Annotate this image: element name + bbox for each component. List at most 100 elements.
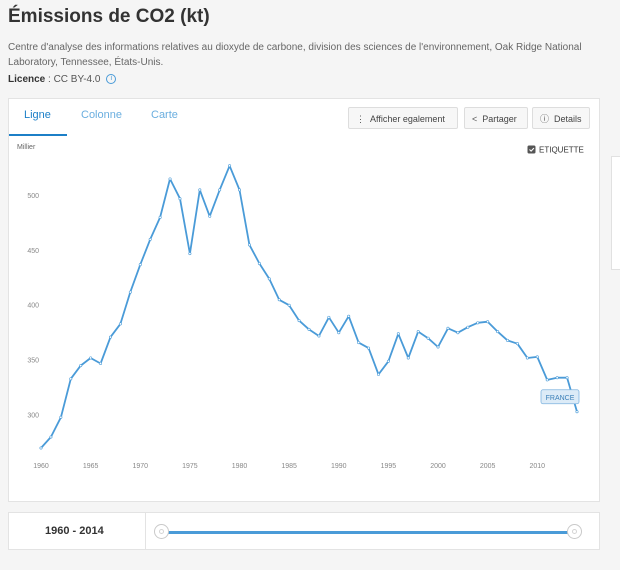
page-title: Émissions de CO2 (kt) bbox=[8, 6, 210, 27]
data-point bbox=[138, 263, 142, 267]
data-point bbox=[198, 188, 202, 192]
x-tick-label: 1985 bbox=[281, 463, 297, 470]
data-point bbox=[128, 290, 132, 294]
data-point bbox=[277, 298, 281, 302]
x-tick-label: 2000 bbox=[430, 463, 446, 470]
y-axis-label: Millier bbox=[17, 144, 36, 151]
data-point bbox=[188, 252, 192, 256]
year-range-label: 1960 - 2014 bbox=[45, 525, 104, 537]
data-point bbox=[228, 164, 232, 168]
data-point bbox=[565, 376, 569, 380]
afficher-label: Afficher egalement bbox=[370, 114, 445, 124]
data-point bbox=[297, 319, 301, 323]
y-tick-label: 400 bbox=[27, 303, 39, 310]
data-point bbox=[89, 356, 93, 360]
active-tab-indicator bbox=[9, 134, 67, 136]
tab-carte[interactable]: Carte bbox=[151, 109, 178, 121]
data-point bbox=[69, 377, 73, 381]
data-point bbox=[555, 376, 559, 380]
data-point bbox=[118, 322, 122, 326]
data-point bbox=[257, 262, 261, 266]
data-point bbox=[376, 372, 380, 376]
data-point bbox=[158, 215, 162, 219]
series-line bbox=[40, 164, 578, 449]
chart-type-tabs: Ligne Colonne Carte bbox=[9, 99, 339, 137]
year-slider-track[interactable] bbox=[161, 531, 579, 534]
data-point bbox=[208, 214, 212, 218]
share-button[interactable]: < Partager bbox=[464, 107, 528, 129]
data-point bbox=[218, 188, 222, 192]
year-range-bar: 1960 - 2014 bbox=[8, 512, 600, 550]
etiquette-label: ETIQUETTE bbox=[539, 146, 584, 155]
data-point bbox=[267, 277, 271, 281]
x-tick-label: 1970 bbox=[132, 463, 148, 470]
data-point bbox=[49, 435, 53, 439]
data-point bbox=[39, 446, 43, 450]
data-point bbox=[148, 237, 152, 241]
data-point bbox=[456, 331, 460, 335]
tab-colonne[interactable]: Colonne bbox=[81, 109, 122, 121]
more-vertical-icon: ⋮ bbox=[356, 114, 365, 124]
data-point bbox=[79, 364, 83, 368]
data-point bbox=[506, 338, 510, 342]
data-point bbox=[525, 356, 529, 360]
share-label: Partager bbox=[482, 114, 517, 124]
y-tick-label: 500 bbox=[27, 193, 39, 200]
tab-ligne[interactable]: Ligne bbox=[24, 109, 51, 121]
range-separator: - bbox=[69, 525, 80, 537]
y-tick-label: 300 bbox=[27, 413, 39, 420]
slider-start-handle[interactable] bbox=[154, 524, 169, 539]
footer-divider bbox=[145, 513, 146, 549]
etiquette-checkbox[interactable] bbox=[527, 145, 536, 154]
y-tick-label: 350 bbox=[27, 358, 39, 365]
details-button[interactable]: ⓘ Details bbox=[532, 107, 590, 129]
data-point bbox=[496, 330, 500, 334]
info-icon[interactable]: i bbox=[106, 74, 117, 85]
data-point bbox=[416, 330, 420, 334]
data-point bbox=[238, 188, 242, 192]
afficher-egalement-button[interactable]: ⋮ Afficher egalement bbox=[348, 107, 458, 129]
data-point bbox=[337, 331, 341, 335]
data-point bbox=[108, 335, 112, 339]
licence-value: : CC BY-4.0 bbox=[48, 74, 101, 85]
data-point bbox=[357, 341, 361, 345]
data-point bbox=[575, 410, 579, 414]
x-tick-label: 1995 bbox=[381, 463, 397, 470]
slider-end-handle[interactable] bbox=[567, 524, 582, 539]
data-point bbox=[307, 327, 311, 331]
data-point bbox=[247, 243, 251, 247]
share-icon: < bbox=[472, 114, 478, 124]
details-label: Details bbox=[554, 114, 582, 124]
data-point bbox=[446, 326, 450, 330]
range-start: 1960 bbox=[45, 525, 70, 537]
x-tick-label: 1960 bbox=[33, 463, 49, 470]
data-point bbox=[515, 342, 519, 346]
data-point bbox=[386, 359, 390, 363]
data-point bbox=[476, 321, 480, 325]
x-tick-label: 1980 bbox=[232, 463, 248, 470]
data-point bbox=[287, 303, 291, 307]
check-icon bbox=[529, 147, 535, 152]
chart-card: Ligne Colonne Carte ⋮ Afficher egalement … bbox=[8, 98, 600, 502]
data-point bbox=[426, 336, 430, 340]
range-end: 2014 bbox=[79, 525, 104, 537]
data-point bbox=[396, 332, 400, 336]
licence-line: Licence : CC BY-4.0 i bbox=[8, 74, 117, 85]
x-tick-label: 2010 bbox=[530, 463, 546, 470]
source-description: Centre d'analyse des informations relati… bbox=[8, 42, 582, 68]
data-point bbox=[436, 345, 440, 349]
data-point bbox=[59, 415, 63, 419]
data-point bbox=[367, 346, 371, 350]
x-tick-label: 1990 bbox=[331, 463, 347, 470]
x-tick-label: 1975 bbox=[182, 463, 198, 470]
y-tick-label: 450 bbox=[27, 248, 39, 255]
data-point bbox=[545, 378, 549, 382]
data-point bbox=[466, 325, 470, 329]
x-tick-label: 1965 bbox=[83, 463, 99, 470]
data-point bbox=[486, 320, 490, 324]
side-panel-edge bbox=[611, 156, 620, 270]
data-point bbox=[535, 355, 539, 359]
data-point bbox=[406, 356, 410, 360]
x-tick-label: 2005 bbox=[480, 463, 496, 470]
data-point bbox=[178, 197, 182, 201]
